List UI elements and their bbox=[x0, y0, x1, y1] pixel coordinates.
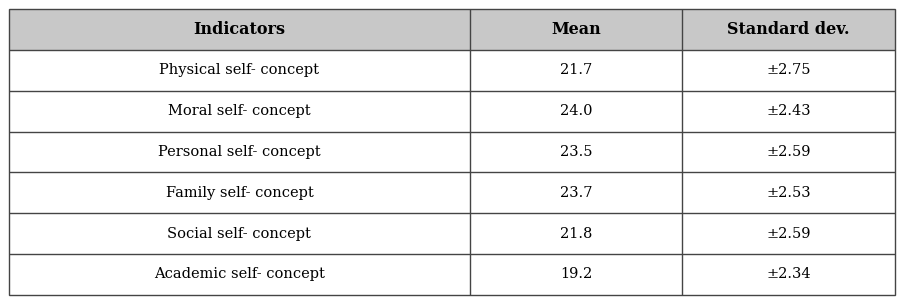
Bar bbox=[9, 9, 894, 50]
Text: Social self- concept: Social self- concept bbox=[167, 227, 311, 241]
Text: 23.5: 23.5 bbox=[559, 145, 591, 159]
Text: Mean: Mean bbox=[551, 21, 600, 38]
Text: 21.8: 21.8 bbox=[559, 227, 591, 241]
Text: ±2.34: ±2.34 bbox=[766, 268, 810, 282]
Text: 21.7: 21.7 bbox=[559, 63, 591, 77]
Text: 24.0: 24.0 bbox=[559, 104, 591, 118]
Text: ±2.59: ±2.59 bbox=[766, 227, 810, 241]
Text: Family self- concept: Family self- concept bbox=[165, 186, 313, 200]
Text: ±2.43: ±2.43 bbox=[766, 104, 810, 118]
Text: Academic self- concept: Academic self- concept bbox=[154, 268, 324, 282]
Text: ±2.75: ±2.75 bbox=[766, 63, 810, 77]
Text: ±2.53: ±2.53 bbox=[766, 186, 810, 200]
Text: Physical self- concept: Physical self- concept bbox=[159, 63, 319, 77]
Text: Personal self- concept: Personal self- concept bbox=[158, 145, 321, 159]
Text: 23.7: 23.7 bbox=[559, 186, 591, 200]
Text: Indicators: Indicators bbox=[193, 21, 285, 38]
Text: Moral self- concept: Moral self- concept bbox=[168, 104, 311, 118]
Text: 19.2: 19.2 bbox=[559, 268, 591, 282]
Text: ±2.59: ±2.59 bbox=[766, 145, 810, 159]
Text: Standard dev.: Standard dev. bbox=[727, 21, 849, 38]
